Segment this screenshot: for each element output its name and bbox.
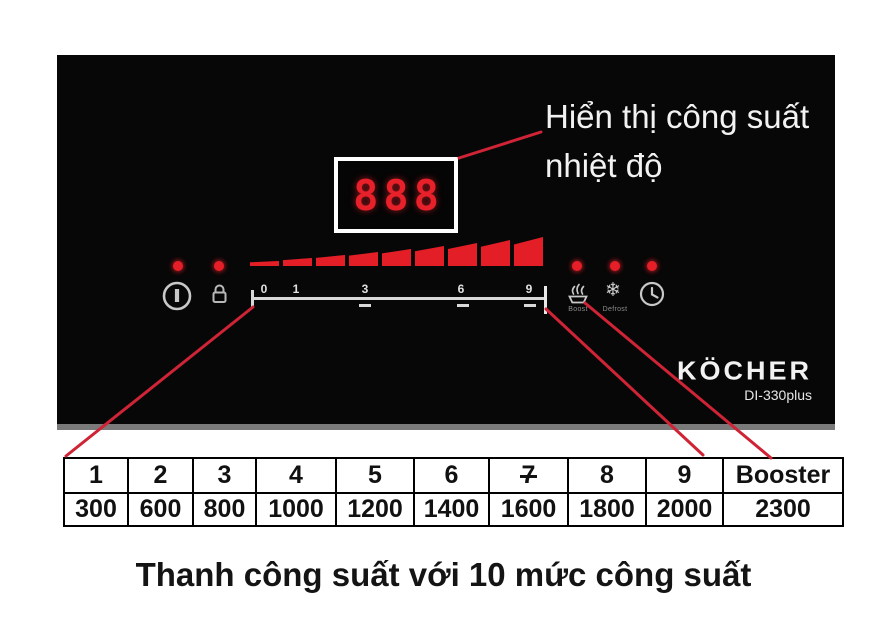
- power-button[interactable]: [160, 279, 194, 318]
- power-level-cell: 1: [63, 457, 129, 494]
- level-row: 1 2 3 4 5 6 7 8 9 Booster: [63, 457, 844, 494]
- power-slider[interactable]: [253, 297, 546, 300]
- callout-line-1: Hiển thị công suất: [545, 98, 810, 135]
- slider-dash: [457, 304, 469, 307]
- power-ramp-bar: [316, 255, 345, 266]
- power-level-cell: Booster: [722, 457, 844, 494]
- lock-button[interactable]: [210, 283, 229, 311]
- power-watt-cell: 800: [192, 492, 257, 527]
- power-ramp-bar: [349, 252, 378, 266]
- watt-row: 300 600 800 1000 1200 1400 1600 1800 200…: [63, 492, 844, 527]
- power-watt-cell: 1800: [567, 492, 647, 527]
- lock-led: [214, 261, 224, 271]
- power-ramp-bar: [250, 261, 279, 266]
- power-level-cell: 4: [255, 457, 337, 494]
- timer-led: [647, 261, 657, 271]
- power-watt-cell: 1000: [255, 492, 337, 527]
- power-ramp-bar: [382, 249, 411, 266]
- defrost-button[interactable]: ❄: [605, 281, 621, 300]
- power-icon: [162, 281, 192, 311]
- slider-start-tick: [251, 290, 254, 307]
- figure-caption: Thanh công suất với 10 mức công suất: [135, 556, 752, 593]
- power-watt-cell: 1400: [413, 492, 490, 527]
- model-number: DI-330plus: [744, 387, 812, 403]
- power-temperature-display: 888: [334, 157, 458, 233]
- boost-flame-pot-icon: [568, 283, 588, 304]
- defrost-led: [610, 261, 620, 271]
- power-table: 1 2 3 4 5 6 7 8 9 Booster 300 600 800 10…: [63, 457, 844, 527]
- power-watt-cell: 300: [63, 492, 129, 527]
- power-level-ramp: [250, 237, 550, 266]
- power-ramp-bar: [481, 240, 510, 266]
- timer-button[interactable]: [638, 280, 666, 313]
- slider-tick-label: 1: [292, 282, 300, 296]
- slider-tick-label: 3: [361, 282, 369, 296]
- slider-dash: [359, 304, 371, 307]
- snowflake-icon: ❄: [605, 280, 621, 301]
- slider-tick-label: 9: [525, 282, 533, 296]
- power-watt-cell: 600: [127, 492, 194, 527]
- power-ramp-bar: [448, 243, 477, 266]
- lock-icon: [212, 284, 227, 303]
- slider-tick-label: 6: [457, 282, 465, 296]
- clock-icon: [639, 281, 665, 307]
- power-watt-cell: 1600: [488, 492, 569, 527]
- boost-led: [572, 261, 582, 271]
- power-ramp-bar: [283, 258, 312, 266]
- seven-segment-readout: 888: [353, 170, 444, 220]
- power-watt-cell: 1200: [335, 492, 415, 527]
- brand-name: KÖCHER: [676, 356, 812, 386]
- power-level-cell: 7: [488, 457, 569, 494]
- power-level-cell: 6: [413, 457, 490, 494]
- power-level-cell: 9: [645, 457, 724, 494]
- defrost-label: Defrost: [602, 306, 628, 313]
- display-callout-text: Hiển thị công suất nhiệt độ: [545, 92, 835, 190]
- power-watt-cell: 2300: [722, 492, 844, 527]
- slider-end-bar: [544, 286, 547, 314]
- power-led: [173, 261, 183, 271]
- slider-dash: [524, 304, 536, 307]
- slider-tick-label: 0: [260, 282, 268, 296]
- power-level-cell: 3: [192, 457, 257, 494]
- power-level-cell: 5: [335, 457, 415, 494]
- power-watt-cell: 2000: [645, 492, 724, 527]
- power-ramp-bar: [415, 246, 444, 266]
- callout-line-2: nhiệt độ: [545, 147, 663, 184]
- power-level-cell: 8: [567, 457, 647, 494]
- power-level-cell: 2: [127, 457, 194, 494]
- power-ramp-bar: [514, 237, 543, 266]
- brand-logo: KÖCHER DI-330plus: [630, 356, 812, 403]
